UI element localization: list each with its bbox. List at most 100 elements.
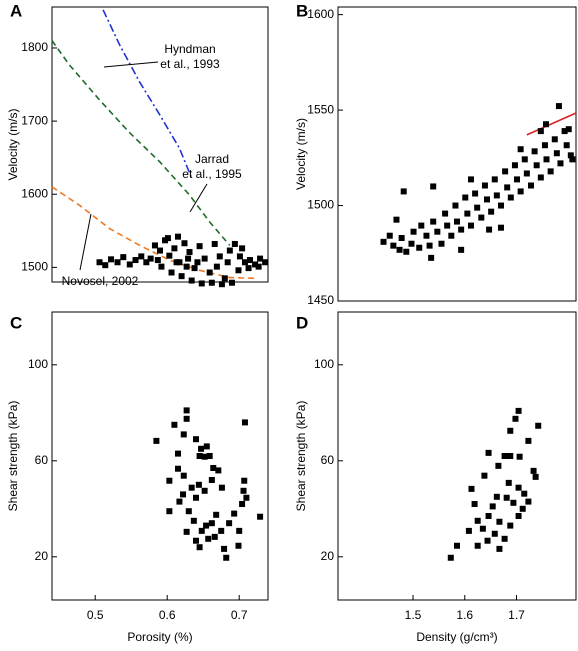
data-point (154, 257, 161, 264)
data-point (474, 542, 481, 549)
data-point (386, 232, 393, 239)
data-point (471, 501, 478, 507)
data-point (196, 544, 203, 551)
y-tick-label: 1800 (21, 40, 48, 54)
data-point (188, 484, 195, 491)
data-point (194, 259, 201, 266)
data-point (198, 445, 205, 452)
data-point (532, 473, 539, 480)
data-point (211, 240, 218, 247)
data-point (495, 462, 502, 469)
data-point (235, 542, 242, 549)
data-point (472, 190, 479, 197)
data-point (567, 152, 574, 159)
data-point (175, 450, 181, 457)
data-point (551, 136, 558, 143)
data-point (96, 259, 103, 266)
data-point (210, 465, 217, 471)
data-point (208, 477, 215, 483)
y-tick-label: 100 (314, 357, 334, 371)
data-point (190, 517, 197, 524)
panel-label: D (296, 313, 308, 332)
fit-curve (102, 9, 193, 179)
data-point (481, 472, 488, 479)
leader-line (79, 213, 92, 271)
leader-line (103, 61, 159, 68)
data-point (173, 259, 180, 266)
data-point (448, 232, 455, 239)
annotation: Hyndman (164, 42, 215, 56)
data-point (171, 245, 178, 252)
data-point (193, 537, 199, 544)
plot-frame (337, 311, 577, 601)
data-point (262, 259, 269, 266)
data-point (485, 513, 492, 519)
data-point (252, 261, 259, 268)
data-point (241, 419, 248, 426)
data-point (396, 246, 403, 253)
data-point (507, 522, 514, 529)
data-point (565, 126, 572, 133)
data-point (511, 162, 518, 169)
data-point (198, 280, 205, 287)
data-point (224, 259, 231, 266)
data-point (462, 194, 469, 201)
data-point (454, 542, 460, 549)
data-point (205, 535, 212, 542)
data-point (434, 228, 441, 235)
annotation: Jarrad (195, 152, 229, 166)
y-tick-label: 60 (321, 453, 335, 467)
data-point (218, 484, 225, 491)
data-point (561, 128, 568, 135)
data-point (543, 156, 550, 163)
data-point (403, 248, 410, 255)
data-point (474, 204, 481, 211)
y-axis-label: Shear strength (kPa) (6, 401, 20, 512)
data-point (454, 218, 460, 225)
annotation: Novosel, 2002 (62, 274, 139, 288)
data-point (444, 222, 451, 229)
data-point (183, 407, 190, 414)
data-point (514, 176, 521, 183)
annotation: et al., 1995 (182, 167, 242, 181)
data-point (126, 261, 133, 268)
data-point (151, 242, 158, 249)
data-point (423, 232, 430, 239)
data-point (183, 263, 190, 270)
data-point (166, 252, 173, 259)
y-tick-label: 1450 (307, 293, 334, 307)
data-point (465, 527, 472, 534)
data-point (542, 121, 549, 128)
data-point (108, 256, 115, 263)
data-point (176, 498, 183, 505)
data-point (478, 214, 485, 221)
y-axis-label: Velocity (m/s) (294, 118, 308, 190)
annotation: et al., 1993 (160, 57, 220, 71)
y-tick-label: 1700 (21, 113, 48, 127)
data-point (501, 453, 508, 459)
data-point (201, 453, 208, 460)
data-point (208, 520, 215, 527)
data-point (428, 254, 435, 261)
data-point (221, 545, 228, 552)
data-point (206, 269, 213, 276)
data-point (491, 176, 498, 183)
data-point (521, 156, 528, 163)
leader-line (189, 183, 208, 213)
data-point (120, 254, 127, 261)
data-point (390, 242, 397, 249)
data-point (226, 520, 233, 527)
data-point (488, 208, 495, 215)
data-point (400, 188, 407, 195)
data-point (517, 146, 524, 153)
data-point (213, 263, 220, 270)
data-point (181, 240, 188, 247)
data-point (216, 253, 223, 260)
data-point (557, 160, 564, 167)
y-tick-label: 100 (28, 357, 48, 371)
data-point (147, 255, 154, 262)
data-point (523, 170, 530, 177)
data-point (236, 253, 243, 260)
x-tick-label: 0.7 (231, 608, 248, 622)
data-point (257, 513, 264, 520)
